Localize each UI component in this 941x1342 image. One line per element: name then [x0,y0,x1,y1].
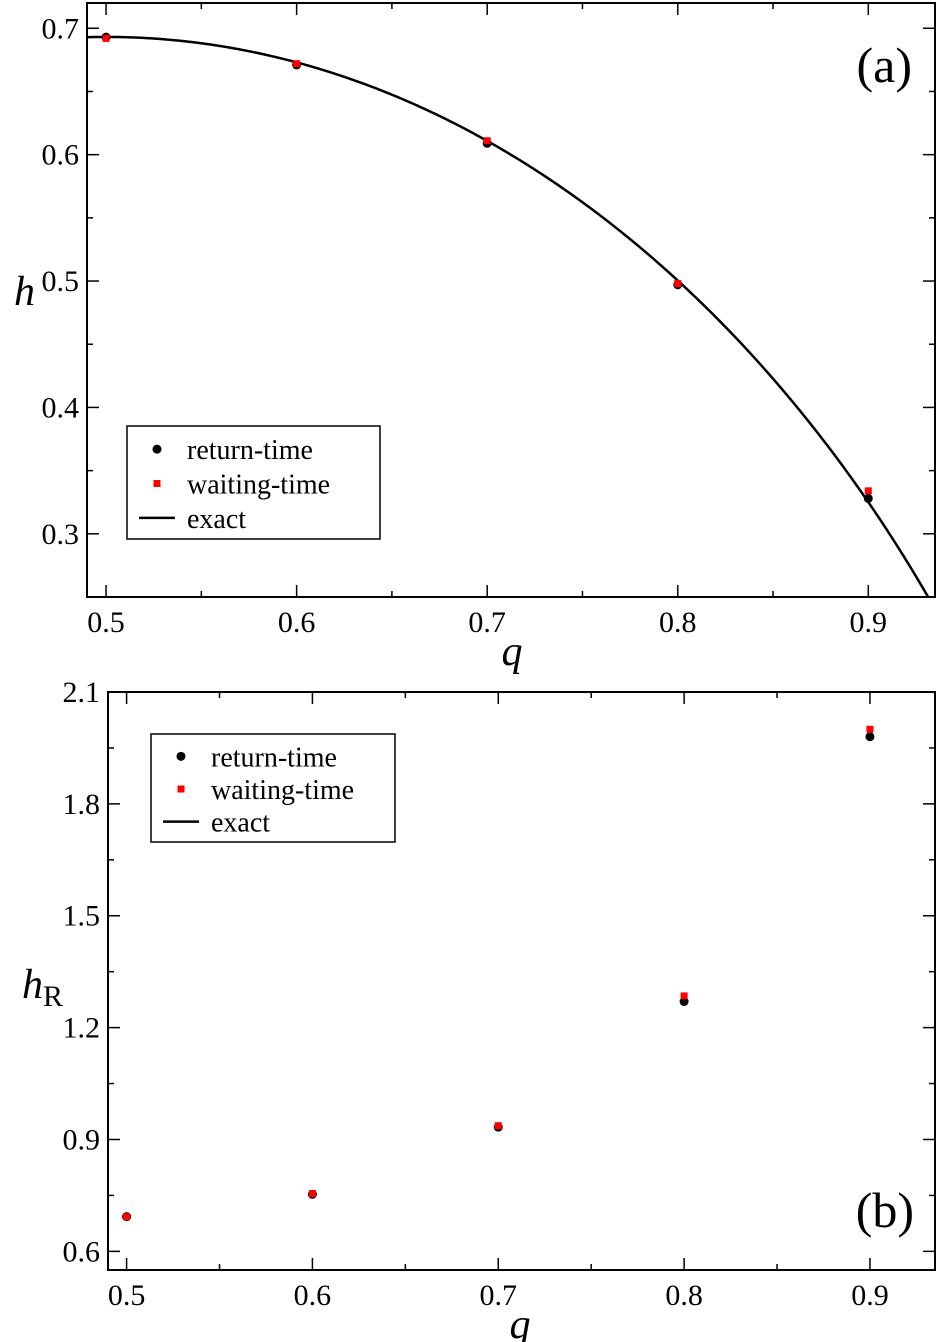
data-point-return-time [865,732,875,742]
legend-label: return-time [187,435,313,466]
y-tick-label: 0.6 [63,1235,101,1268]
x-tick-label: 0.8 [659,606,697,639]
y-tick-label: 0.3 [42,518,80,551]
y-axis-label: h [14,269,35,315]
legend-label: waiting-time [187,470,330,501]
y-tick-label: 0.4 [42,391,80,424]
x-tick-label: 0.8 [665,1279,703,1312]
plot-frame [107,691,936,1271]
data-point-waiting-time [680,992,688,1000]
y-tick-label: 1.8 [63,788,101,821]
legend-marker-waiting-time [153,480,161,487]
legend-label: exact [187,504,246,535]
y-tick-label: 0.7 [42,12,80,45]
panel-label: (b) [856,1182,914,1238]
y-tick-label: 0.5 [42,265,80,298]
chart-panel-a: 0.5 0.6 0.7 0.8 0.9 0.3 0.4 0.5 0.6 0.7 return-tim… [14,2,936,675]
data-point-waiting-time [308,1190,316,1198]
x-tick-label: 0.5 [87,606,125,639]
y-axis-label: hR [22,962,63,1013]
x-tick-label: 0.9 [850,606,888,639]
data-point-waiting-time [674,280,682,288]
data-point-waiting-time [866,725,874,733]
x-tick-label: 0.6 [278,606,316,639]
legend-marker-waiting-time [177,785,185,793]
legend-marker-return-time [176,751,186,761]
y-tick-label: 0.9 [63,1123,101,1156]
data-point-waiting-time [864,487,872,495]
legend-box [126,425,381,540]
y-tick-label: 2.1 [63,676,101,709]
series-line-exact [87,35,930,597]
y-tick-label: 1.2 [63,1012,101,1045]
panel-label: (a) [857,37,913,93]
data-point-waiting-time [494,1122,502,1130]
y-tick-label: 0.6 [42,139,80,172]
legend-label: exact [211,808,270,839]
x-tick-label: 0.7 [480,1279,518,1312]
chart-panel-b: 0.5 0.6 0.7 0.8 0.90.60.91.21.51.82.1return-… [22,676,936,1342]
data-point-waiting-time [483,137,491,145]
legend-marker-return-time [152,444,162,454]
legend-label: waiting-time [211,775,354,806]
x-tick-label: 0.9 [851,1279,889,1312]
x-axis-label: q [502,629,523,675]
x-tick-label: 0.5 [108,1279,146,1312]
data-point-waiting-time [293,60,301,68]
x-tick-label: 0.7 [468,606,506,639]
x-tick-label: 0.6 [294,1279,332,1312]
legend-box [150,733,396,843]
plot-frame [86,2,936,598]
data-point-waiting-time [102,34,110,42]
x-axis-label: q [510,1302,531,1342]
legend-label: return-time [211,742,337,773]
y-tick-label: 1.5 [63,900,101,933]
data-point-waiting-time [123,1213,131,1221]
data-point-return-time [863,493,873,503]
